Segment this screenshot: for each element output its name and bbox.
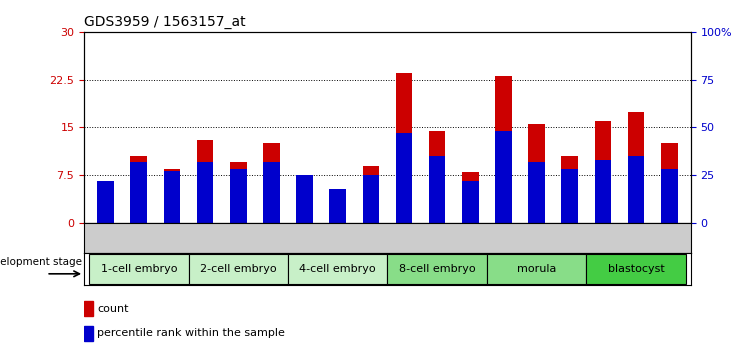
Text: 1-cell embryo: 1-cell embryo: [101, 264, 177, 274]
FancyBboxPatch shape: [586, 254, 686, 284]
Bar: [462, 181, 479, 223]
Text: percentile rank within the sample: percentile rank within the sample: [97, 328, 285, 338]
Bar: [561, 170, 578, 223]
Bar: [263, 162, 280, 223]
Bar: [628, 112, 645, 223]
Bar: [594, 160, 611, 223]
Bar: [330, 189, 346, 223]
Text: 8-cell embryo: 8-cell embryo: [399, 264, 475, 274]
Bar: [363, 175, 379, 223]
Text: development stage: development stage: [0, 257, 83, 267]
FancyBboxPatch shape: [288, 254, 387, 284]
Bar: [363, 166, 379, 223]
Text: blastocyst: blastocyst: [607, 264, 664, 274]
FancyBboxPatch shape: [387, 254, 487, 284]
Bar: [230, 170, 246, 223]
FancyBboxPatch shape: [189, 254, 288, 284]
Text: GDS3959 / 1563157_at: GDS3959 / 1563157_at: [84, 16, 246, 29]
Text: 2-cell embryo: 2-cell embryo: [200, 264, 276, 274]
Bar: [495, 76, 512, 223]
Bar: [561, 156, 578, 223]
Text: 4-cell embryo: 4-cell embryo: [300, 264, 376, 274]
Bar: [197, 162, 213, 223]
Bar: [529, 162, 545, 223]
Bar: [495, 131, 512, 223]
Bar: [661, 143, 678, 223]
Bar: [296, 175, 313, 223]
FancyBboxPatch shape: [487, 254, 586, 284]
Bar: [263, 143, 280, 223]
Bar: [330, 207, 346, 223]
Bar: [529, 124, 545, 223]
Bar: [130, 156, 147, 223]
Bar: [97, 181, 114, 223]
Bar: [429, 156, 445, 223]
Bar: [84, 301, 93, 316]
Bar: [628, 156, 645, 223]
Bar: [197, 140, 213, 223]
Text: count: count: [97, 304, 129, 314]
Bar: [84, 326, 93, 341]
Bar: [429, 131, 445, 223]
Bar: [661, 170, 678, 223]
Bar: [395, 73, 412, 223]
FancyBboxPatch shape: [89, 254, 189, 284]
Bar: [594, 121, 611, 223]
Bar: [164, 169, 181, 223]
Bar: [97, 210, 114, 223]
Bar: [230, 162, 246, 223]
Bar: [395, 133, 412, 223]
Text: morula: morula: [517, 264, 556, 274]
Bar: [462, 172, 479, 223]
Bar: [164, 171, 181, 223]
Bar: [130, 162, 147, 223]
Bar: [296, 178, 313, 223]
